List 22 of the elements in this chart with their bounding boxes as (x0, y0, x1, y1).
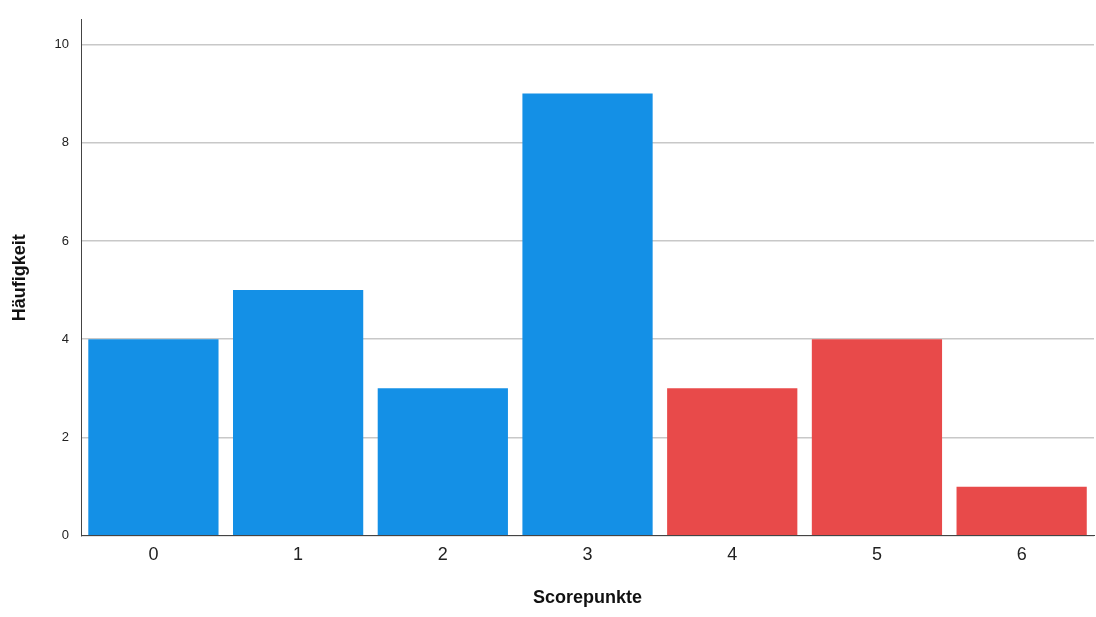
x-tick-label: 0 (148, 543, 159, 564)
y-tick-label: 2 (61, 429, 70, 445)
x-tick-label: 4 (727, 543, 738, 564)
x-axis-title: Scorepunkte (533, 587, 643, 608)
x-tick-label: 2 (437, 543, 448, 564)
x-tick-label: 1 (293, 543, 304, 564)
x-tick-label: 6 (1016, 543, 1027, 564)
x-tick-label: 5 (871, 543, 882, 564)
y-tick-label: 0 (61, 527, 70, 543)
x-tick-label: 3 (582, 543, 593, 564)
bar (233, 290, 364, 536)
bar (956, 486, 1087, 536)
y-tick-label: 8 (61, 134, 70, 150)
y-tick-label: 10 (54, 35, 70, 51)
bar (88, 339, 219, 536)
bar (377, 388, 508, 536)
y-tick-label: 6 (61, 232, 70, 248)
bar (811, 339, 943, 536)
y-tick-label: 4 (61, 330, 70, 346)
y-axis-title: Häufigkeit (8, 234, 29, 322)
bar (522, 93, 653, 536)
bar (667, 388, 798, 536)
